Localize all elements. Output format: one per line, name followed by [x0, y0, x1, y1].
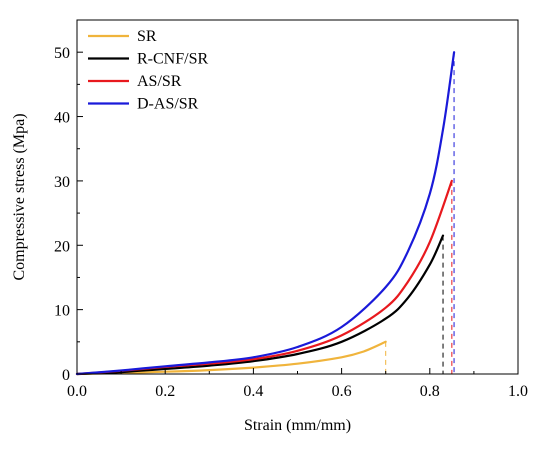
legend-label: R-CNF/SR	[137, 51, 208, 68]
x-tick-label: 0.8	[420, 383, 440, 400]
series-line-sr	[75, 340, 387, 376]
x-tick-label: 0.4	[243, 383, 263, 400]
x-tick-label: 0.6	[332, 383, 352, 400]
axis-ticks: 0.0 0.2 0.4 0.6 0.8 1.0 0 10 20 30 40 50	[54, 19, 528, 400]
legend-label: SR	[137, 28, 157, 45]
fracture-lines	[385, 52, 455, 374]
y-tick-label: 30	[54, 174, 70, 191]
x-axis-label: Strain (mm/mm)	[244, 417, 351, 434]
x-tick-label: 0.0	[67, 383, 87, 400]
legend-label: AS/SR	[137, 73, 182, 90]
y-tick-label: 40	[54, 110, 70, 127]
legend-label: D-AS/SR	[137, 96, 199, 113]
y-tick-label: 50	[54, 45, 70, 62]
x-tick-label: 0.2	[155, 383, 175, 400]
y-tick-label: 20	[54, 238, 70, 255]
series-line-d-as-sr	[75, 51, 456, 376]
y-tick-label: 10	[54, 303, 70, 320]
series-lines	[75, 51, 456, 376]
x-tick-label: 1.0	[508, 383, 528, 400]
legend: SR R-CNF/SR AS/SR D-AS/SR	[88, 28, 208, 113]
y-axis-label: Compressive stress (Mpa)	[11, 113, 28, 280]
series-line-r-cnf-sr	[75, 234, 445, 376]
series-line-as-sr	[75, 179, 453, 376]
y-tick-label: 0	[62, 367, 70, 384]
